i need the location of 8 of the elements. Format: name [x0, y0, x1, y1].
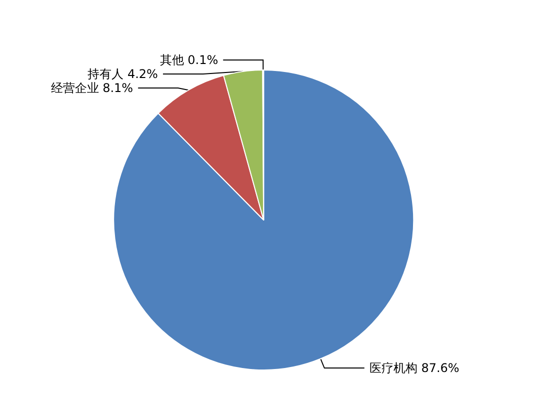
- slice-label: 其他: [160, 53, 184, 67]
- data-label: 8.1%: [102, 81, 134, 95]
- data-label: 0.1%: [188, 53, 218, 67]
- data-label: 4.2%: [127, 67, 158, 81]
- slice-label: 持有人: [88, 67, 124, 81]
- data-label: 87.6%: [421, 361, 460, 376]
- slice-label: 医疗机构: [369, 361, 418, 376]
- slice-label: 经营企业: [50, 81, 99, 95]
